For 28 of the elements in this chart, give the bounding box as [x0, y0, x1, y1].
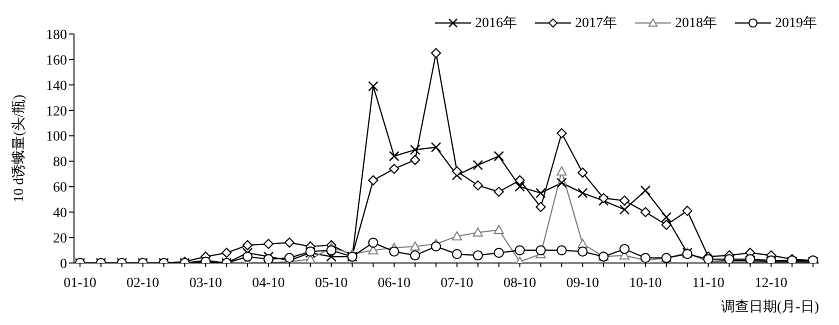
x-tick-label: 01-10: [64, 276, 96, 291]
legend-label: 2019年: [775, 14, 817, 32]
x-tick-label: 09-10: [566, 276, 599, 291]
y-tick-label: 120: [46, 104, 67, 120]
legend-label: 2016年: [475, 14, 517, 32]
x-tick-label: 02-10: [126, 276, 160, 291]
x-tick-label: 08-10: [503, 276, 536, 291]
y-tick-label: 40: [53, 206, 67, 222]
y-tick-label: 0: [60, 256, 67, 272]
legend-label: 2018年: [675, 14, 717, 32]
x-tick-label: 06-10: [378, 276, 410, 291]
x-tick-label: 03-10: [189, 276, 222, 291]
y-tick-label: 80: [53, 155, 67, 170]
y-axis-title: 10 d诱蛾量(头/瓶): [10, 94, 27, 202]
x-tick-label: 12-10: [754, 276, 788, 291]
y-tick-label: 60: [53, 180, 67, 196]
y-tick-label: 20: [53, 232, 67, 247]
y-tick-label: 140: [46, 78, 67, 94]
x-tick-label: 05-10: [314, 276, 348, 291]
x-axis-title: 调查日期(月-日): [721, 299, 820, 315]
y-tick-label: 180: [46, 28, 67, 43]
x-tick-label: 10-10: [629, 276, 662, 291]
x-tick-label: 04-10: [252, 276, 285, 291]
x-tick-label: 11-10: [692, 276, 724, 291]
y-tick-label: 160: [46, 53, 67, 68]
legend-label: 2017年: [575, 14, 617, 32]
x-tick-label: 07-10: [440, 276, 474, 291]
y-tick-label: 100: [46, 130, 67, 145]
